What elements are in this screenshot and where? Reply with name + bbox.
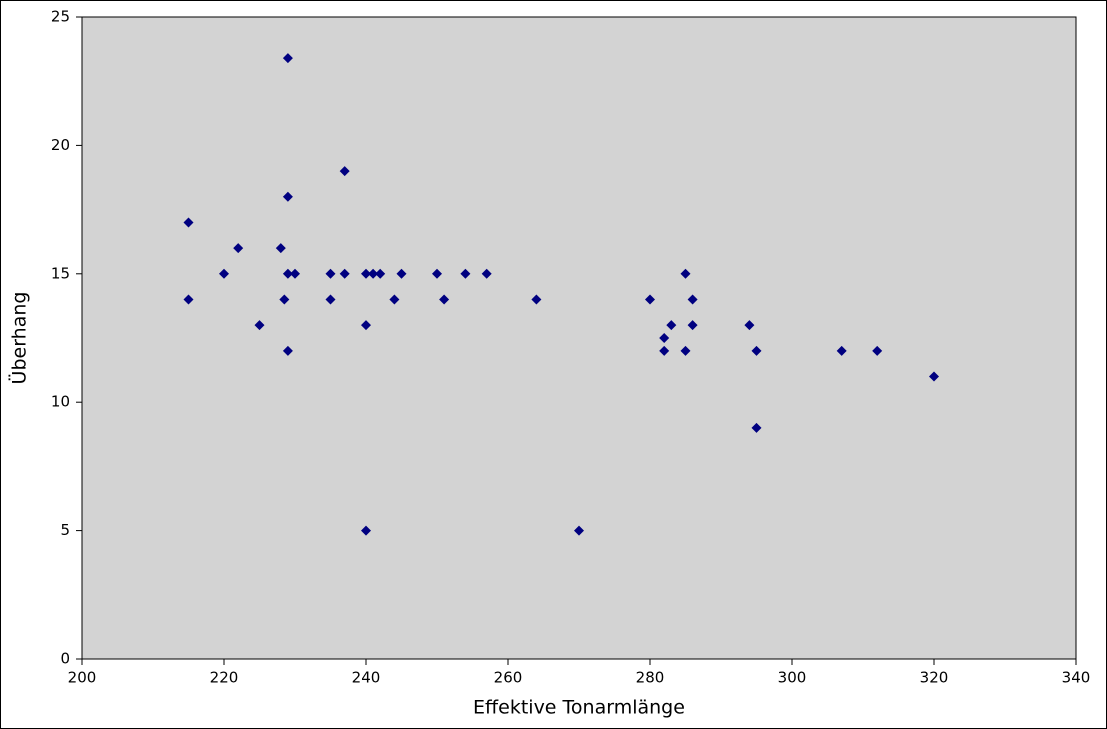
y-tick-label: 10 <box>51 393 70 411</box>
x-tick-label: 340 <box>1062 669 1091 687</box>
x-tick-label: 300 <box>778 669 807 687</box>
y-axis-label: Überhang <box>8 292 31 385</box>
x-tick-label: 200 <box>68 669 97 687</box>
point <box>368 268 379 279</box>
point <box>282 191 293 202</box>
point <box>325 294 336 305</box>
point <box>282 53 293 64</box>
point <box>574 525 584 536</box>
point <box>361 320 371 331</box>
point <box>375 268 386 279</box>
point <box>183 217 194 228</box>
point <box>279 294 290 305</box>
y-tick-label: 5 <box>60 521 70 539</box>
point <box>687 320 698 331</box>
y-tick-label: 25 <box>51 8 70 26</box>
point <box>872 345 883 356</box>
x-tick-label: 260 <box>494 669 523 687</box>
point <box>361 525 371 536</box>
point <box>439 294 450 305</box>
point <box>219 268 229 279</box>
point <box>432 268 442 279</box>
point <box>290 268 300 279</box>
point <box>361 268 371 279</box>
point <box>254 320 265 331</box>
point <box>836 345 847 356</box>
x-tick-label: 220 <box>210 669 239 687</box>
point <box>325 268 336 279</box>
point <box>680 345 691 356</box>
point <box>233 243 244 254</box>
point <box>659 333 670 343</box>
point <box>751 345 762 356</box>
plot-background <box>81 16 1077 660</box>
point <box>282 345 293 356</box>
point <box>666 320 677 331</box>
y-tick-label: 0 <box>60 650 70 668</box>
point <box>481 268 492 279</box>
point <box>659 345 670 356</box>
x-tick-label: 280 <box>636 669 665 687</box>
point <box>282 268 293 279</box>
point <box>339 166 350 177</box>
y-tick-label: 20 <box>51 136 70 154</box>
point <box>929 371 939 382</box>
x-tick-label: 320 <box>920 669 949 687</box>
point <box>680 268 691 279</box>
point <box>751 422 762 433</box>
point <box>744 320 755 331</box>
point <box>183 294 194 305</box>
point <box>460 268 471 279</box>
point <box>645 294 655 305</box>
x-tick-label: 240 <box>352 669 381 687</box>
point <box>275 243 286 254</box>
y-tick-label: 15 <box>51 264 70 282</box>
point <box>531 294 542 305</box>
x-axis-label: Effektive Tonarmlänge <box>473 697 685 719</box>
point <box>339 268 350 279</box>
point <box>396 268 407 279</box>
point <box>389 294 400 305</box>
point <box>687 294 698 305</box>
